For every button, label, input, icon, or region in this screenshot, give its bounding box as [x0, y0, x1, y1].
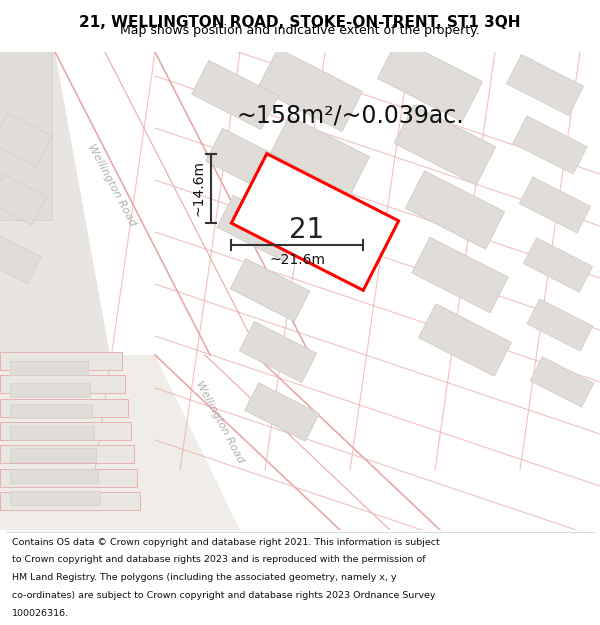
Polygon shape — [55, 52, 210, 355]
Text: ~14.6m: ~14.6m — [191, 161, 205, 216]
Text: to Crown copyright and database rights 2023 and is reproduced with the permissio: to Crown copyright and database rights 2… — [12, 556, 425, 564]
Polygon shape — [10, 491, 100, 505]
Polygon shape — [271, 116, 370, 194]
Text: ~158m²/~0.039ac.: ~158m²/~0.039ac. — [236, 103, 464, 127]
Polygon shape — [10, 448, 96, 462]
Polygon shape — [394, 105, 496, 185]
Polygon shape — [0, 355, 240, 530]
Polygon shape — [419, 304, 511, 376]
Polygon shape — [0, 399, 128, 417]
Polygon shape — [0, 422, 131, 440]
Polygon shape — [10, 426, 94, 440]
Polygon shape — [10, 404, 92, 418]
Polygon shape — [512, 116, 587, 174]
Polygon shape — [282, 182, 378, 258]
Polygon shape — [530, 357, 594, 408]
Polygon shape — [232, 154, 398, 291]
Polygon shape — [0, 175, 47, 225]
Text: Wellington Road: Wellington Road — [86, 142, 138, 228]
Polygon shape — [245, 382, 319, 441]
Polygon shape — [0, 352, 122, 370]
Polygon shape — [206, 128, 290, 196]
Polygon shape — [257, 48, 362, 132]
Polygon shape — [0, 446, 134, 463]
Text: 21, WELLINGTON ROAD, STOKE-ON-TRENT, ST1 3QH: 21, WELLINGTON ROAD, STOKE-ON-TRENT, ST1… — [79, 14, 521, 29]
Text: Contains OS data © Crown copyright and database right 2021. This information is : Contains OS data © Crown copyright and d… — [12, 538, 440, 547]
Polygon shape — [519, 177, 591, 233]
Polygon shape — [0, 236, 41, 284]
Text: co-ordinates) are subject to Crown copyright and database rights 2023 Ordnance S: co-ordinates) are subject to Crown copyr… — [12, 591, 436, 600]
Polygon shape — [0, 0, 52, 220]
Polygon shape — [10, 469, 98, 483]
Polygon shape — [0, 52, 110, 355]
Polygon shape — [406, 171, 505, 249]
Polygon shape — [10, 382, 90, 397]
Polygon shape — [0, 492, 140, 510]
Text: 21: 21 — [289, 216, 325, 244]
Polygon shape — [0, 469, 137, 487]
Polygon shape — [506, 54, 584, 116]
Polygon shape — [377, 38, 482, 122]
Polygon shape — [230, 259, 310, 321]
Polygon shape — [10, 361, 88, 375]
Polygon shape — [239, 321, 317, 382]
Polygon shape — [217, 195, 299, 261]
Polygon shape — [155, 355, 340, 530]
Text: HM Land Registry. The polygons (including the associated geometry, namely x, y: HM Land Registry. The polygons (includin… — [12, 573, 397, 582]
Polygon shape — [0, 113, 52, 167]
Polygon shape — [523, 238, 593, 292]
Text: Wellington Road: Wellington Road — [194, 379, 246, 465]
Polygon shape — [0, 376, 125, 393]
Text: Map shows position and indicative extent of the property.: Map shows position and indicative extent… — [120, 24, 480, 38]
Polygon shape — [527, 299, 593, 351]
Polygon shape — [191, 61, 278, 129]
Polygon shape — [412, 238, 508, 312]
Text: ~21.6m: ~21.6m — [269, 253, 325, 267]
Text: 100026316.: 100026316. — [12, 609, 69, 618]
